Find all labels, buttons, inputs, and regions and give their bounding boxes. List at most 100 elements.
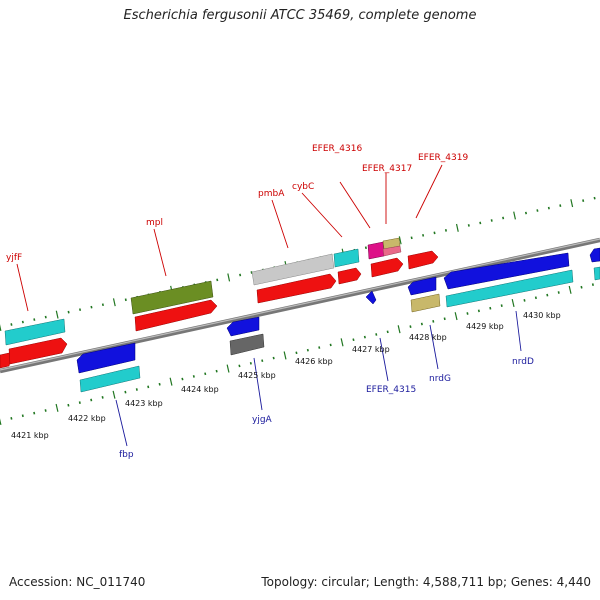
gene-feature[interactable] bbox=[445, 269, 574, 308]
minor-tick bbox=[215, 369, 218, 373]
kbp-label: 4422 kbp bbox=[68, 414, 106, 423]
minor-tick bbox=[557, 291, 560, 294]
major-tick bbox=[55, 403, 59, 412]
gene-label-yjfF: yjfF bbox=[6, 253, 22, 263]
gene-feature[interactable] bbox=[229, 333, 265, 356]
minor-tick bbox=[101, 303, 104, 307]
minor-tick bbox=[559, 204, 562, 207]
minor-tick bbox=[443, 317, 446, 321]
gene-feature[interactable] bbox=[407, 250, 439, 270]
major-tick bbox=[112, 390, 116, 399]
major-tick bbox=[227, 273, 231, 282]
minor-tick bbox=[44, 409, 47, 412]
gene-feature[interactable] bbox=[593, 266, 600, 281]
minor-tick bbox=[295, 351, 298, 355]
gene-label-nrdD: nrdD bbox=[512, 357, 534, 367]
gene-feature[interactable] bbox=[589, 247, 600, 263]
minor-tick bbox=[502, 216, 505, 220]
gene-feature[interactable] bbox=[130, 280, 214, 315]
kbp-label: 4428 kbp bbox=[409, 333, 447, 342]
minor-tick bbox=[422, 233, 425, 237]
gene-label-yjgA: yjgA bbox=[252, 415, 273, 425]
gene-feature[interactable] bbox=[4, 318, 66, 346]
minor-tick bbox=[433, 231, 436, 235]
minor-tick bbox=[409, 325, 412, 328]
major-tick bbox=[112, 298, 116, 307]
minor-tick bbox=[158, 382, 161, 386]
gene-feature[interactable] bbox=[333, 248, 360, 268]
gene-feature[interactable] bbox=[8, 337, 68, 365]
kbp-label: 4425 kbp bbox=[238, 371, 276, 380]
minor-tick bbox=[352, 338, 355, 342]
gene-feature[interactable] bbox=[337, 267, 362, 285]
gene-feature[interactable] bbox=[76, 342, 136, 374]
genome-title: Escherichia fergusonii ATCC 35469, compl… bbox=[123, 8, 477, 23]
gene-feature[interactable] bbox=[79, 365, 141, 393]
minor-tick bbox=[67, 403, 70, 407]
minor-tick bbox=[523, 299, 526, 302]
minor-tick bbox=[33, 411, 36, 415]
minor-tick bbox=[90, 398, 93, 402]
minor-tick bbox=[250, 271, 253, 274]
minor-tick bbox=[524, 211, 528, 215]
minor-tick bbox=[135, 388, 138, 391]
major-tick bbox=[0, 324, 2, 332]
gene-feature[interactable] bbox=[367, 241, 385, 260]
minor-tick bbox=[192, 375, 195, 378]
minor-tick bbox=[204, 372, 207, 376]
genome-backbone bbox=[0, 237, 600, 374]
minor-tick bbox=[490, 219, 493, 222]
gene-feature[interactable] bbox=[256, 273, 337, 304]
minor-tick bbox=[534, 296, 537, 300]
gene-feature[interactable] bbox=[407, 276, 437, 296]
major-tick bbox=[340, 338, 344, 347]
minor-tick bbox=[329, 343, 332, 347]
minor-tick bbox=[10, 417, 13, 420]
gene-label-EFER_4316: EFER_4316 bbox=[312, 144, 362, 154]
kbp-label: 4421 kbp bbox=[11, 431, 49, 440]
major-tick bbox=[226, 364, 230, 373]
minor-tick bbox=[318, 346, 321, 349]
gene-feature[interactable] bbox=[365, 290, 377, 305]
minor-tick bbox=[124, 390, 127, 394]
minor-tick bbox=[432, 319, 435, 323]
minor-tick bbox=[101, 396, 104, 399]
gene-label-EFER_4315: EFER_4315 bbox=[366, 385, 416, 395]
minor-tick bbox=[467, 224, 470, 227]
minor-tick bbox=[386, 330, 389, 334]
major-tick bbox=[55, 310, 59, 319]
gene-feature[interactable] bbox=[226, 316, 260, 337]
gene-feature[interactable] bbox=[382, 245, 402, 257]
label-leaders bbox=[16, 164, 522, 447]
minor-tick bbox=[239, 273, 242, 277]
lower-tick-track bbox=[0, 283, 594, 426]
gene-feature[interactable] bbox=[251, 253, 335, 286]
major-tick bbox=[455, 223, 459, 232]
minor-tick bbox=[249, 361, 252, 365]
minor-tick bbox=[67, 310, 70, 314]
gene-feature[interactable] bbox=[134, 299, 218, 332]
gene-label-cybC: cybC bbox=[292, 182, 314, 192]
gene-feature[interactable] bbox=[370, 257, 404, 278]
minor-tick bbox=[238, 364, 241, 368]
kbp-label: 4424 kbp bbox=[181, 385, 219, 394]
kbp-label: 4423 kbp bbox=[125, 399, 163, 408]
major-tick bbox=[283, 351, 287, 360]
minor-tick bbox=[181, 377, 184, 381]
minor-tick bbox=[500, 304, 503, 307]
gene-label-pmbA: pmbA bbox=[258, 189, 285, 199]
kbp-label: 4430 kbp bbox=[523, 311, 561, 320]
gene-feature[interactable] bbox=[410, 293, 441, 313]
gene-label-fbp: fbp bbox=[119, 450, 134, 460]
minor-tick bbox=[536, 209, 539, 212]
minor-tick bbox=[78, 401, 81, 404]
minor-tick bbox=[364, 246, 367, 250]
minor-tick bbox=[21, 320, 24, 324]
gene-feature[interactable] bbox=[443, 252, 570, 290]
major-tick bbox=[397, 325, 401, 334]
minor-tick bbox=[124, 298, 127, 302]
minor-tick bbox=[489, 306, 492, 310]
minor-tick bbox=[466, 312, 469, 315]
minor-tick bbox=[147, 385, 150, 389]
